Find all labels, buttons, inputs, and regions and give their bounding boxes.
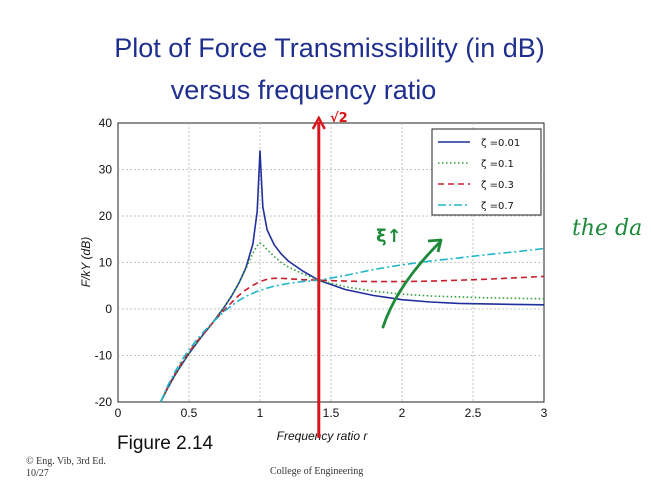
footer-institution: College of Engineering [270, 466, 364, 477]
x-tick-label: 2.5 [465, 406, 482, 420]
x-tick-label: 1 [257, 406, 264, 420]
legend-box [431, 128, 542, 216]
series-line-2 [159, 275, 545, 403]
y-tick-label: -10 [95, 349, 113, 363]
figure-caption: Figure 2.14 [117, 433, 214, 454]
x-tick-label: 0.5 [181, 406, 198, 420]
legend: ζ =0.01 ζ =0.1 ζ =0.3 ζ =0.7 [431, 128, 542, 216]
x-tick-label: 3 [541, 406, 548, 420]
footer-copyright-line1: © Eng. Vib, 3rd Ed. [26, 456, 106, 467]
slide-title-line2: versus frequency ratio [170, 75, 437, 105]
axis-ticks: 0 0.5 1 1.5 2 2.5 3 -20 -10 0 10 20 30 40 [95, 116, 548, 420]
y-axis-label: F/kY (dB) [79, 237, 93, 287]
handwritten-annotations: ξ↑ [311, 115, 443, 438]
damping-arrow [381, 240, 442, 329]
legend-label-2: ζ =0.3 [481, 180, 514, 191]
handwritten-note: the da [572, 216, 643, 241]
x-axis-label: Frequency ratio r [277, 429, 369, 443]
y-tick-label: 0 [105, 302, 112, 316]
series-line-3 [159, 247, 545, 403]
legend-label-0: ζ =0.01 [481, 138, 520, 149]
legend-label-1: ζ =0.1 [481, 159, 514, 170]
series-group [159, 150, 545, 403]
y-tick-label: 20 [99, 209, 113, 223]
damping-arrowhead [427, 238, 443, 253]
grid [118, 123, 544, 402]
footer-page-number: 10/27 [26, 468, 49, 479]
x-tick-label: 0 [115, 406, 122, 420]
damping-arrow-label: ξ↑ [376, 226, 402, 247]
series-line-1 [159, 242, 545, 403]
x-tick-label: 2 [399, 406, 406, 420]
footer-copyright: © Eng. Vib, 3rd Ed. 10/27 [26, 456, 106, 480]
sqrt2-arrowhead [311, 115, 326, 130]
x-tick-label: 1.5 [323, 406, 340, 420]
y-tick-label: 40 [99, 116, 113, 130]
y-tick-label: 30 [99, 163, 113, 177]
y-tick-label: 10 [99, 256, 113, 270]
legend-label-3: ζ =0.7 [481, 201, 514, 212]
slide-title-line1: Plot of Force Transmissibility (in dB) [114, 33, 545, 63]
sqrt2-annotation: √2 [330, 111, 348, 126]
y-tick-label: -20 [95, 395, 113, 409]
